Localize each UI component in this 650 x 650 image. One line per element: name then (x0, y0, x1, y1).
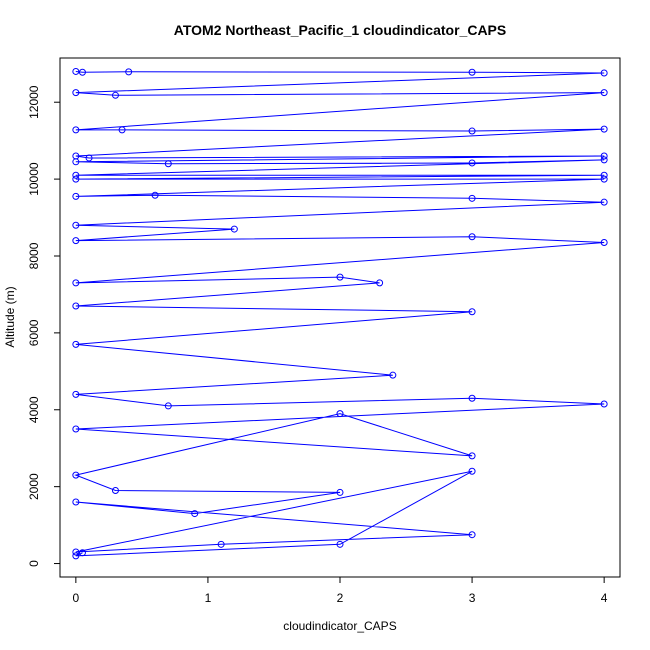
data-point-0-44 (468, 452, 476, 460)
data-point-0-43 (72, 425, 80, 433)
y-tick-label-4: 8000 (27, 242, 41, 269)
series-line-0 (74, 71, 605, 557)
x-tick-label-2: 2 (337, 591, 344, 605)
data-point-0-9 (118, 126, 126, 134)
x-tick-label-1: 1 (205, 591, 212, 605)
data-point-0-30 (468, 233, 476, 241)
data-point-0-47 (111, 487, 119, 494)
data-point-0-23 (72, 192, 80, 200)
data-point-0-10 (468, 127, 476, 135)
data-point-0-22 (600, 175, 608, 183)
data-point-0-55 (336, 540, 344, 548)
data-point-0-29 (72, 237, 80, 245)
data-point-0-46 (72, 471, 80, 479)
data-point-0-51 (468, 531, 476, 539)
data-point-0-54 (468, 467, 476, 475)
data-point-0-36 (468, 308, 476, 316)
data-point-0-14 (600, 152, 608, 160)
data-point-0-3 (468, 68, 476, 76)
data-point-0-2 (125, 68, 133, 76)
data-point-0-53 (72, 548, 80, 556)
series-layer (72, 67, 608, 560)
data-point-0-16 (164, 160, 172, 168)
data-point-0-5 (72, 89, 80, 97)
data-point-0-40 (164, 402, 172, 410)
x-tick-label-0: 0 (73, 591, 80, 605)
x-axis: 0 1 2 3 4 (73, 577, 608, 605)
data-point-0-8 (72, 126, 80, 134)
x-tick-label-3: 3 (469, 591, 476, 605)
chart-title: ATOM2 Northeast_Pacific_1 cloudindicator… (174, 22, 506, 38)
data-point-0-4 (600, 69, 608, 77)
y-tick-label-6: 12000 (27, 85, 41, 119)
data-point-0-18 (600, 156, 608, 164)
y-tick-label-2: 4000 (27, 396, 41, 423)
y-axis-label: Altitude (m) (3, 286, 17, 347)
data-point-0-48 (336, 488, 344, 496)
data-point-0-34 (376, 279, 384, 287)
data-point-0-42 (600, 400, 608, 408)
y-tick-label-1: 2000 (27, 473, 41, 500)
y-tick-label-0: 0 (27, 560, 41, 567)
data-point-0-7 (600, 89, 608, 97)
data-point-0-17 (468, 159, 476, 167)
y-tick-label-3: 6000 (27, 319, 41, 346)
x-axis-label: cloudindicator_CAPS (283, 619, 396, 633)
data-point-0-25 (468, 194, 476, 202)
data-point-0-49 (191, 510, 199, 518)
data-point-0-41 (468, 394, 476, 402)
data-point-0-24 (151, 191, 159, 199)
data-point-0-13 (85, 154, 93, 162)
data-point-0-21 (72, 175, 80, 183)
data-point-0-31 (600, 239, 608, 247)
data-point-0-39 (72, 390, 80, 398)
data-point-0-37 (72, 340, 80, 348)
data-point-0-56 (72, 552, 80, 560)
data-point-0-50 (72, 498, 80, 506)
data-point-0-27 (72, 221, 80, 229)
data-point-0-38 (389, 371, 397, 379)
data-point-0-45 (336, 410, 344, 418)
data-point-0-35 (72, 302, 80, 310)
data-point-0-32 (72, 279, 80, 287)
data-point-0-1 (78, 68, 86, 76)
data-point-0-20 (600, 171, 608, 179)
data-point-0-6 (111, 91, 119, 99)
data-point-0-15 (72, 158, 80, 166)
y-tick-label-5: 10000 (27, 162, 41, 196)
data-point-0-26 (600, 198, 608, 206)
x-tick-label-4: 4 (601, 591, 608, 605)
plot-frame (59, 57, 621, 578)
data-point-0-33 (336, 273, 344, 281)
data-point-0-0 (72, 67, 80, 75)
data-point-0-19 (72, 171, 80, 179)
data-point-0-28 (230, 225, 238, 233)
data-point-0-11 (600, 125, 608, 133)
data-point-0-57 (78, 549, 86, 557)
data-point-0-52 (217, 540, 225, 548)
y-axis: 0 2000 4000 6000 8000 10000 12000 (27, 85, 60, 567)
